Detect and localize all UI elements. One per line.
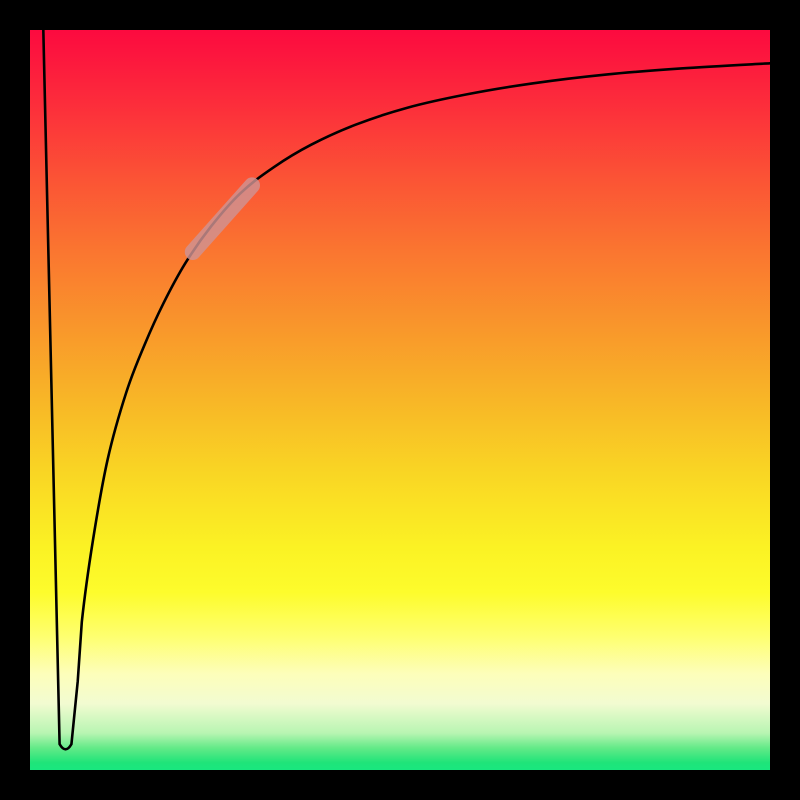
bottleneck-chart [0, 0, 800, 800]
chart-container: TheBottlenecker.com [0, 0, 800, 800]
chart-background [30, 30, 770, 770]
